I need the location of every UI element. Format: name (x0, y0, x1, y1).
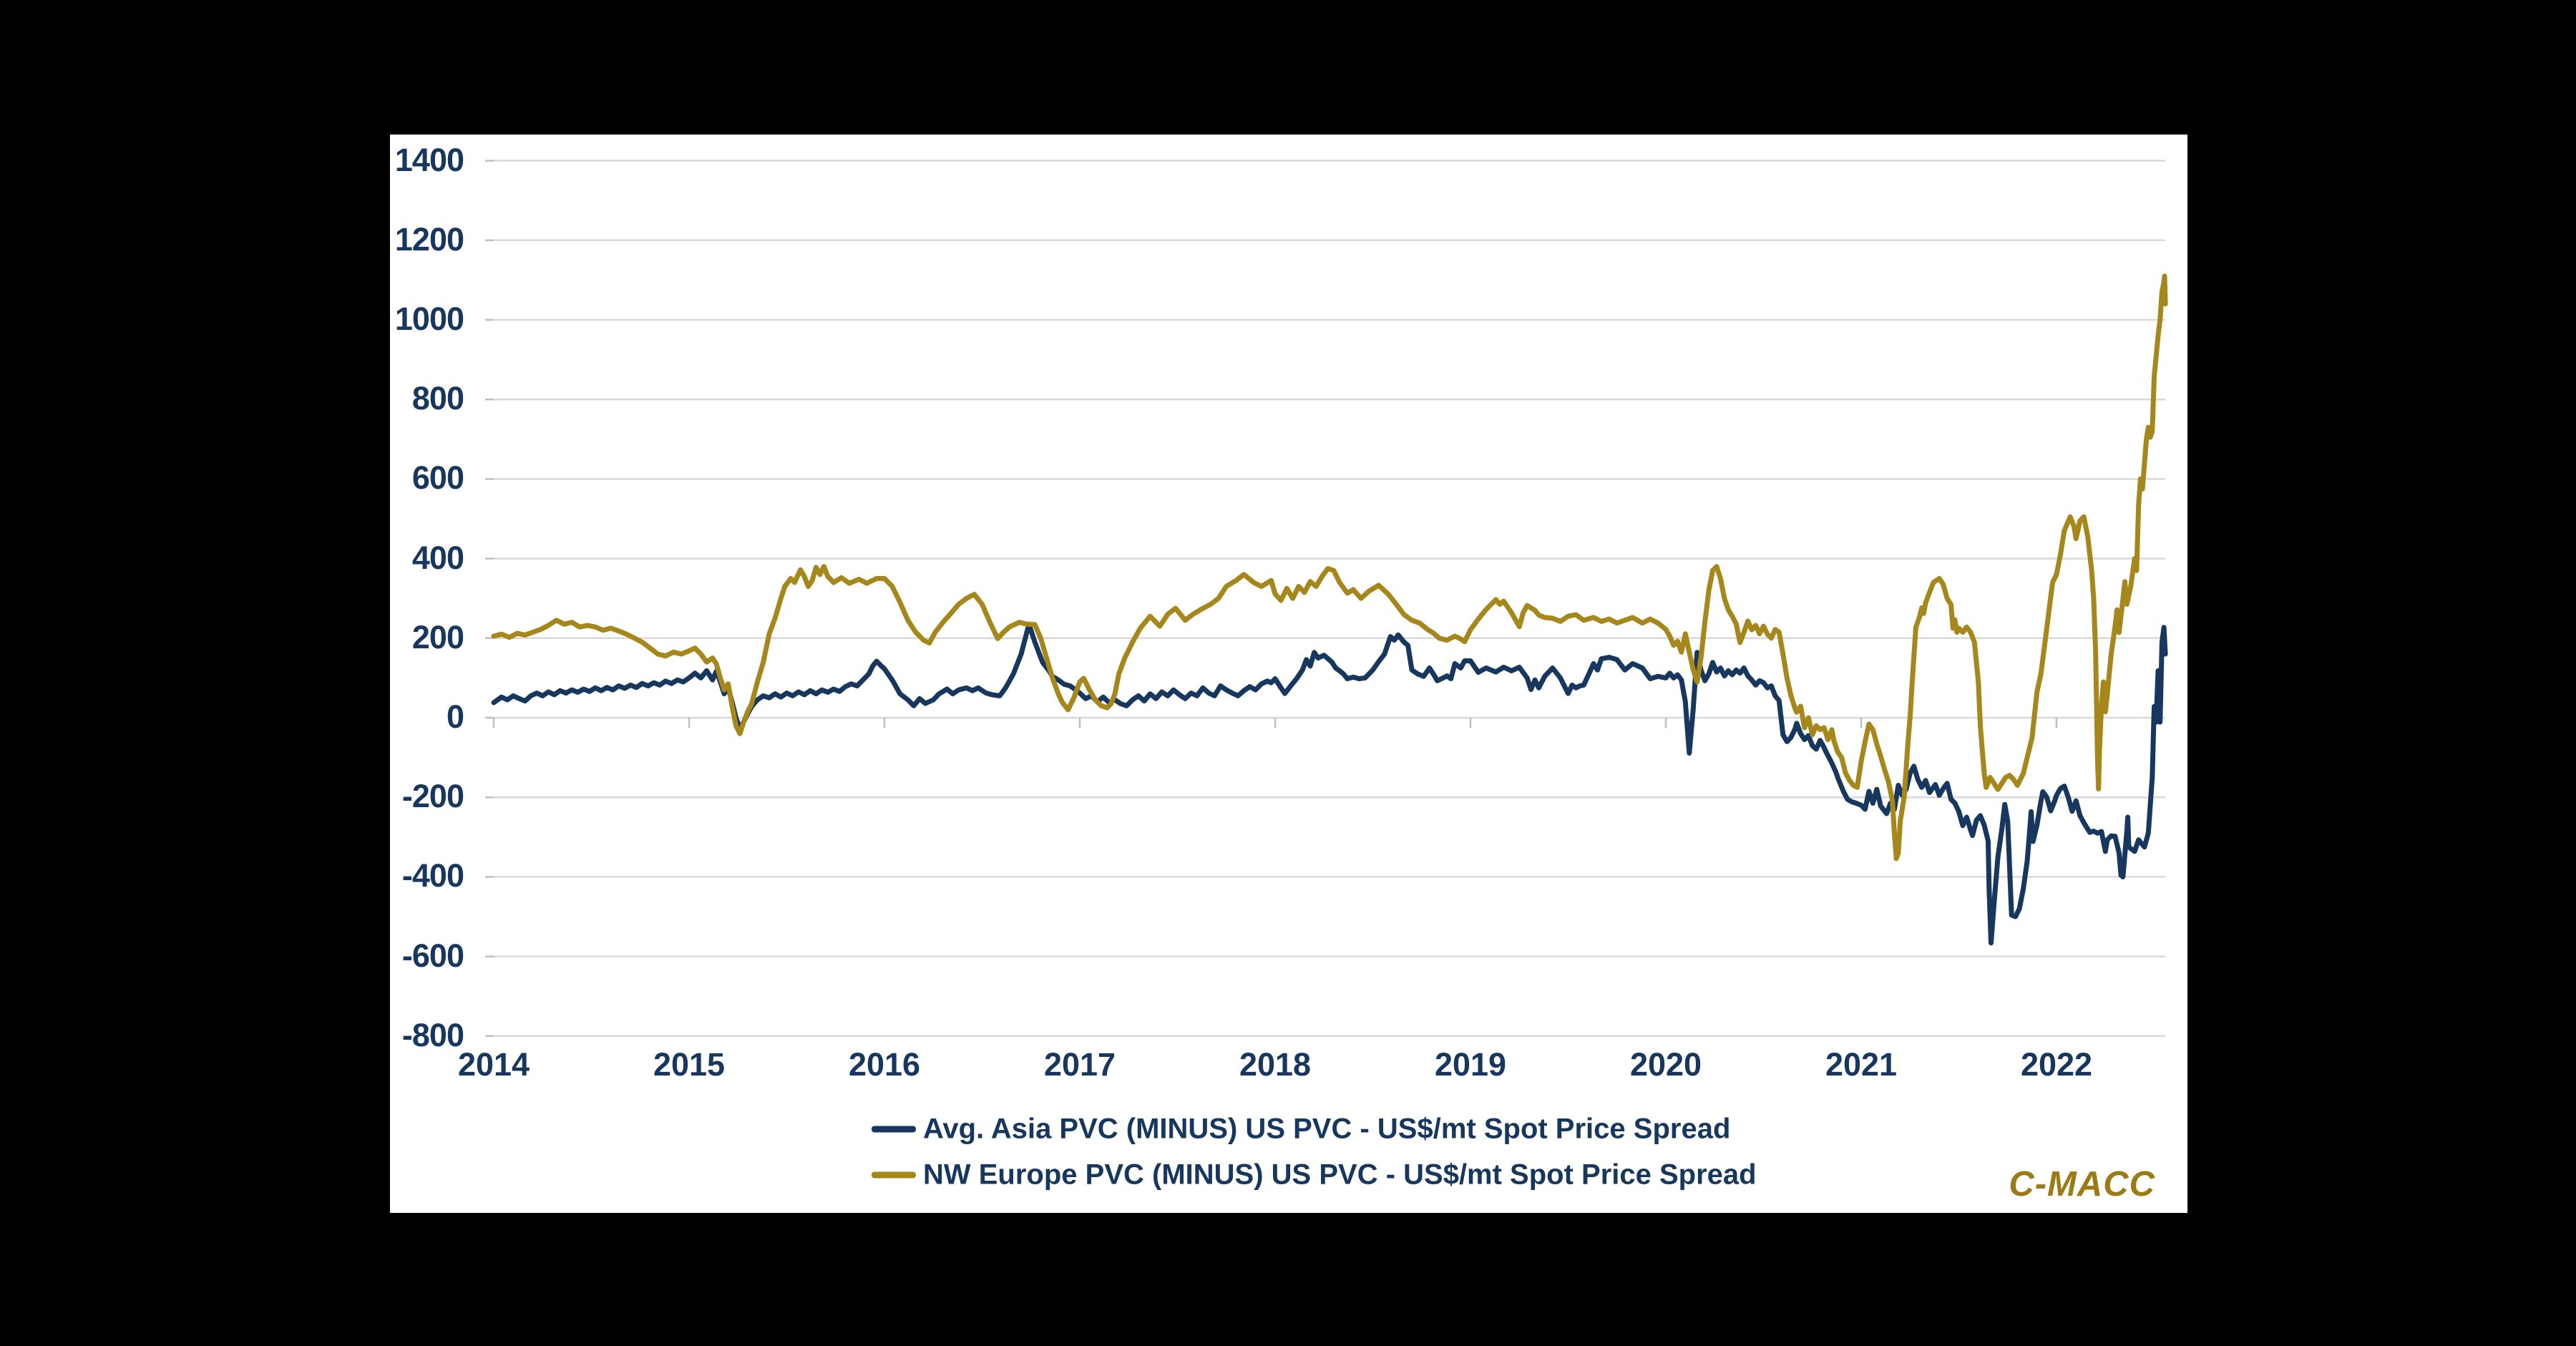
x-axis-label-2015: 2015 (653, 1046, 726, 1083)
y-axis-label--600: -600 (401, 937, 464, 974)
y-axis-label-1200: 1200 (394, 220, 464, 258)
legend-label-europe: NW Europe PVC (MINUS) US PVC - US$/mt Sp… (923, 1159, 1757, 1191)
y-axis-label--200: -200 (401, 778, 464, 815)
series-europe-line (491, 273, 2168, 862)
x-axis-label-2016: 2016 (848, 1046, 921, 1083)
y-axis-label-1000: 1000 (394, 300, 464, 337)
y-axis-label--800: -800 (401, 1016, 464, 1053)
legend-marker-europe-line (872, 1171, 916, 1179)
x-axis-label-2020: 2020 (1629, 1046, 1702, 1083)
y-axis-label-0: 0 (446, 698, 464, 735)
legend-label-asia: Avg. Asia PVC (MINUS) US PVC - US$/mt Sp… (923, 1113, 1731, 1145)
y-axis-label-400: 400 (411, 539, 464, 576)
x-axis-label-2017: 2017 (1043, 1046, 1116, 1083)
x-axis-label-2014: 2014 (457, 1046, 530, 1083)
legend-marker-asia-line (872, 1126, 916, 1133)
x-axis-label-2022: 2022 (2020, 1046, 2093, 1083)
legend-item-europe: NW Europe PVC (MINUS) US PVC - US$/mt Sp… (872, 1159, 1757, 1191)
y-axis-label-600: 600 (411, 459, 464, 497)
y-axis-label-200: 200 (411, 618, 464, 655)
y-axis-label-1400: 1400 (394, 141, 464, 178)
y-axis-label-800: 800 (411, 380, 464, 417)
x-axis-label-2021: 2021 (1825, 1046, 1898, 1083)
legend-item-asia: Avg. Asia PVC (MINUS) US PVC - US$/mt Sp… (872, 1113, 1730, 1146)
x-axis-label-2019: 2019 (1434, 1046, 1507, 1083)
x-axis-label-2018: 2018 (1239, 1046, 1312, 1083)
cmacc-logo: C-MACC (2009, 1165, 2155, 1204)
chart-panel (390, 135, 2187, 1213)
series-asia-line (491, 621, 2168, 946)
y-axis-label--400: -400 (401, 857, 464, 894)
